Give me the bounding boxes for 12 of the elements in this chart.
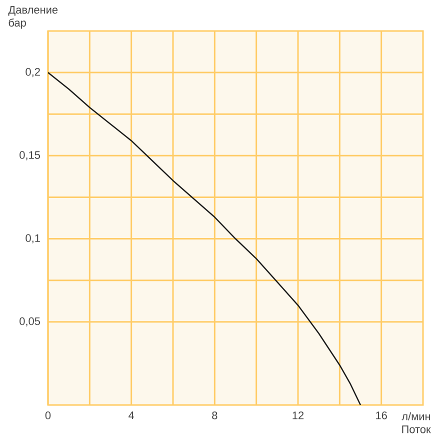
- x-axis-title: л/мин Поток: [402, 412, 431, 434]
- y-tick-label: 0,05: [20, 317, 40, 326]
- x-tick-label: 0: [45, 412, 51, 420]
- x-tick-label: 12: [292, 412, 304, 420]
- line-series: [48, 72, 362, 405]
- y-tick-label: 0,15: [20, 151, 40, 160]
- x-tick-label: 8: [212, 412, 218, 420]
- y-tick-label: 0,2: [26, 68, 40, 78]
- y-axis-title: Давление бар: [8, 6, 58, 29]
- x-tick-label: 4: [128, 412, 134, 420]
- x-tick-label: 16: [376, 412, 387, 420]
- y-tick-label: 0,1: [26, 234, 40, 244]
